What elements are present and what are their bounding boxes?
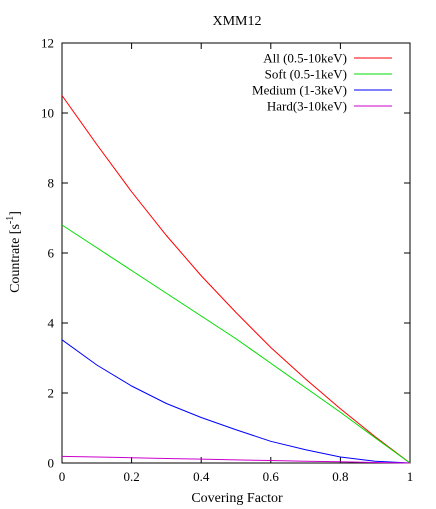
legend-label: All (0.5-10keV) xyxy=(263,51,347,66)
x-axis-label: Covering Factor xyxy=(191,491,283,506)
y-tick-label: 0 xyxy=(48,456,55,471)
y-axis-label-tail: ] xyxy=(8,211,23,216)
x-tick-label: 0.4 xyxy=(193,469,210,484)
series-line xyxy=(61,95,411,464)
x-tick-label: 0.2 xyxy=(123,469,139,484)
legend-label: Medium (1-3keV) xyxy=(252,83,347,98)
y-axis-label-main: Countrate [s xyxy=(8,224,23,293)
x-tick-label: 0.8 xyxy=(332,469,348,484)
x-tick-label: 0.6 xyxy=(263,469,280,484)
y-tick-label: 12 xyxy=(41,36,54,51)
series-line xyxy=(61,339,411,464)
y-tick-label: 8 xyxy=(48,176,55,191)
x-tick-label: 0 xyxy=(59,469,66,484)
series-line xyxy=(61,455,411,464)
y-axis-label: Countrate [s-1] xyxy=(5,211,23,293)
chart-title: XMM12 xyxy=(212,14,261,29)
y-tick-label: 4 xyxy=(48,316,55,331)
x-tick-label: 1 xyxy=(407,469,414,484)
y-axis-label-sup: -1 xyxy=(5,216,16,224)
legend-label: Soft (0.5-1keV) xyxy=(265,67,347,82)
series-line xyxy=(61,224,411,464)
legend-label: Hard(3-10keV) xyxy=(267,99,347,114)
y-tick-label: 6 xyxy=(48,246,55,261)
y-tick-label: 10 xyxy=(41,106,54,121)
y-tick-label: 2 xyxy=(48,386,55,401)
